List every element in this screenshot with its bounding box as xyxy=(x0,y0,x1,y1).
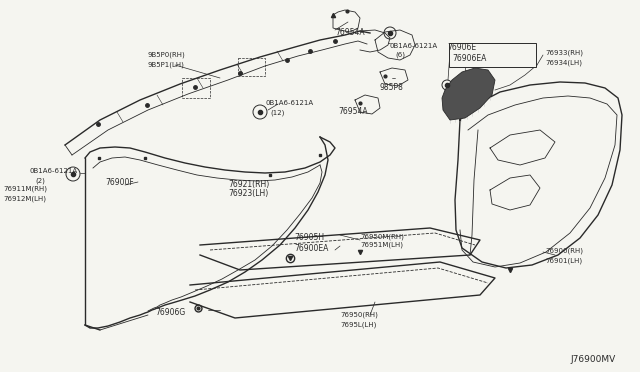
Text: 76921(RH): 76921(RH) xyxy=(228,180,269,189)
Text: 76901(LH): 76901(LH) xyxy=(545,257,582,263)
Text: J76900MV: J76900MV xyxy=(570,355,615,364)
Text: 76951M(LH): 76951M(LH) xyxy=(360,242,403,248)
Text: 76934(LH): 76934(LH) xyxy=(545,59,582,65)
Text: 0B1A6-6121A: 0B1A6-6121A xyxy=(390,43,438,49)
Text: 985P8: 985P8 xyxy=(380,83,404,92)
Text: 76906G: 76906G xyxy=(155,308,185,317)
Text: 76900(RH): 76900(RH) xyxy=(545,248,583,254)
Text: 76905H: 76905H xyxy=(294,233,324,242)
Text: 76954A: 76954A xyxy=(335,28,365,37)
Text: 76906E: 76906E xyxy=(447,43,476,52)
Text: 76912M(LH): 76912M(LH) xyxy=(3,195,46,202)
Text: 0B1A6-6121A: 0B1A6-6121A xyxy=(30,168,78,174)
Text: 0B1A6-6121A: 0B1A6-6121A xyxy=(265,100,313,106)
Text: 76911M(RH): 76911M(RH) xyxy=(3,186,47,192)
FancyBboxPatch shape xyxy=(449,43,536,67)
Text: (6): (6) xyxy=(395,52,405,58)
Text: 76923(LH): 76923(LH) xyxy=(228,189,268,198)
Polygon shape xyxy=(442,68,495,120)
Text: 9B5P1(LH): 9B5P1(LH) xyxy=(148,61,185,67)
Text: (2): (2) xyxy=(35,177,45,183)
Text: 7695L(LH): 7695L(LH) xyxy=(340,321,376,327)
Text: 76950M(RH): 76950M(RH) xyxy=(360,233,404,240)
Text: 76900EA: 76900EA xyxy=(294,244,328,253)
Text: 76900F: 76900F xyxy=(105,178,134,187)
Text: (12): (12) xyxy=(270,109,284,115)
Text: 76906EA: 76906EA xyxy=(452,54,486,63)
Text: 76954A: 76954A xyxy=(338,107,367,116)
Text: 76933(RH): 76933(RH) xyxy=(545,50,583,57)
Text: 9B5P0(RH): 9B5P0(RH) xyxy=(148,52,186,58)
Text: 76950(RH): 76950(RH) xyxy=(340,312,378,318)
